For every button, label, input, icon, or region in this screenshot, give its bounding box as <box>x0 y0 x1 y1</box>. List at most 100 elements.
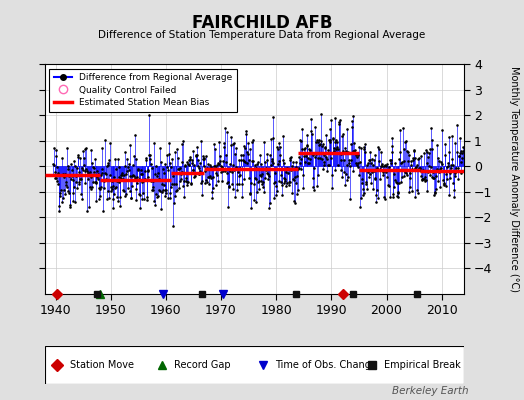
Point <box>450 173 458 180</box>
Point <box>299 184 307 191</box>
Point <box>285 179 293 185</box>
Point <box>286 155 294 162</box>
Point <box>197 138 205 144</box>
Point <box>417 168 425 174</box>
Point <box>155 176 163 182</box>
Point <box>102 196 111 202</box>
Point <box>133 180 141 186</box>
Point <box>417 173 425 179</box>
Point <box>169 200 178 206</box>
Point <box>128 183 136 189</box>
Point <box>173 187 182 193</box>
Point <box>346 162 354 169</box>
Point <box>99 170 107 176</box>
Point <box>389 194 398 200</box>
Point <box>62 179 70 186</box>
Point <box>158 166 167 172</box>
Point <box>63 165 72 172</box>
Point <box>245 157 253 163</box>
Point <box>340 157 348 163</box>
Point <box>326 125 334 132</box>
Point <box>311 154 319 160</box>
Point <box>150 198 159 204</box>
Point <box>321 144 329 151</box>
Point <box>115 173 123 180</box>
Point <box>299 172 308 178</box>
Point <box>83 208 91 214</box>
Point <box>196 159 204 166</box>
Point <box>224 204 233 210</box>
Point <box>380 194 388 200</box>
Point <box>106 184 115 190</box>
Point <box>399 158 408 164</box>
Point <box>398 158 406 165</box>
Point <box>234 166 242 172</box>
Point <box>63 145 71 151</box>
Point <box>329 136 337 142</box>
Point <box>193 144 201 150</box>
Point <box>320 152 328 158</box>
Point <box>412 166 420 173</box>
Point <box>154 170 162 176</box>
Point <box>163 194 172 201</box>
Point <box>270 170 279 176</box>
Point <box>380 196 389 202</box>
Point <box>273 144 281 150</box>
Point <box>61 182 70 188</box>
Point <box>69 197 77 204</box>
Point <box>59 195 68 201</box>
Point <box>280 175 289 181</box>
Point <box>441 141 450 147</box>
Point <box>206 162 214 168</box>
Point <box>156 145 165 151</box>
Point <box>223 180 232 187</box>
Point <box>96 192 104 199</box>
Point <box>271 192 280 198</box>
Point <box>219 158 227 164</box>
Point <box>186 155 194 162</box>
Point <box>201 168 210 174</box>
Point <box>360 144 368 150</box>
Point <box>335 120 343 127</box>
Point <box>286 157 294 163</box>
Point <box>241 159 249 166</box>
Point <box>83 170 92 176</box>
Point <box>354 164 362 171</box>
Point <box>168 156 176 162</box>
Point <box>228 181 236 188</box>
Point <box>155 187 163 194</box>
Point <box>368 169 376 176</box>
Point <box>210 162 218 169</box>
Point <box>80 162 88 168</box>
Point <box>185 161 193 168</box>
Point <box>166 190 174 196</box>
Point <box>405 189 413 195</box>
Point <box>342 148 350 154</box>
Point <box>434 154 442 161</box>
Point <box>151 191 160 197</box>
Point <box>366 170 374 177</box>
Point <box>451 140 459 146</box>
Point <box>287 154 296 160</box>
Point <box>238 152 247 158</box>
Point <box>398 167 407 173</box>
Point <box>368 156 376 162</box>
Point <box>178 141 187 147</box>
Point <box>151 171 159 178</box>
Point <box>433 178 442 184</box>
Point <box>373 187 381 194</box>
Point <box>426 146 434 152</box>
Point <box>451 170 460 176</box>
Point <box>242 128 250 134</box>
Point <box>135 176 143 182</box>
Point <box>93 174 101 180</box>
Point <box>143 194 151 200</box>
Point <box>346 157 355 164</box>
Text: Record Gap: Record Gap <box>174 360 231 370</box>
Point <box>108 186 116 192</box>
Point <box>250 174 259 181</box>
Point <box>424 163 433 170</box>
Point <box>218 164 226 170</box>
Point <box>392 179 400 186</box>
Point <box>222 128 231 135</box>
